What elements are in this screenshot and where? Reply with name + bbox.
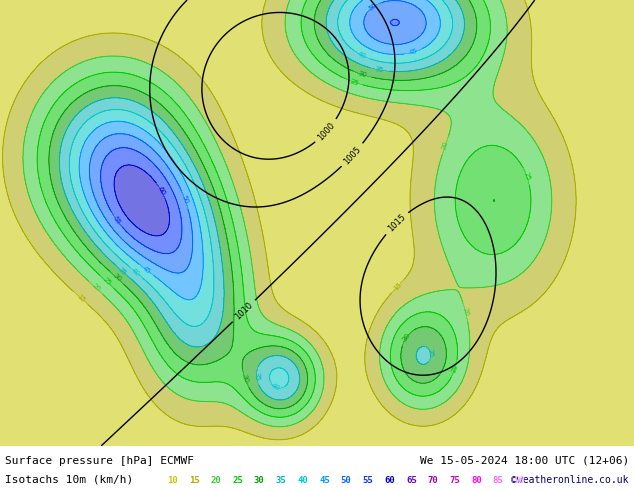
Text: ©weatheronline.co.uk: ©weatheronline.co.uk [512,475,629,485]
Text: 40: 40 [356,50,367,60]
Text: Isotachs 10m (km/h): Isotachs 10m (km/h) [5,475,133,485]
Text: 30: 30 [241,373,249,384]
Text: 85: 85 [493,476,503,485]
Text: 20: 20 [441,140,450,150]
Text: 1005: 1005 [342,145,363,166]
Text: 1000: 1000 [316,121,337,142]
Text: 20: 20 [91,283,101,293]
Text: 50: 50 [341,476,351,485]
Text: 90: 90 [515,476,525,485]
Text: 35: 35 [375,66,384,74]
Text: 20: 20 [462,307,469,317]
Text: 55: 55 [363,476,373,485]
Text: 25: 25 [349,78,359,86]
Text: 25: 25 [101,277,112,287]
Text: 40: 40 [131,267,141,277]
Text: 15: 15 [189,476,200,485]
Text: 60: 60 [157,186,166,196]
Text: 50: 50 [181,195,190,205]
Text: 40: 40 [297,476,308,485]
Text: 1015: 1015 [386,212,407,234]
Text: 15: 15 [392,281,403,292]
Text: 30: 30 [402,332,412,343]
Text: 15: 15 [75,293,86,303]
Text: 45: 45 [141,265,152,275]
Text: 25: 25 [232,476,243,485]
Text: We 15-05-2024 18:00 UTC (12+06): We 15-05-2024 18:00 UTC (12+06) [420,456,629,466]
Text: 30: 30 [254,476,264,485]
Text: 10: 10 [167,476,178,485]
Text: 35: 35 [254,371,260,381]
Text: 75: 75 [450,476,460,485]
Text: Surface pressure [hPa] ECMWF: Surface pressure [hPa] ECMWF [5,456,194,466]
Text: 65: 65 [406,476,417,485]
Text: 50: 50 [368,1,378,12]
Text: 60: 60 [384,476,395,485]
Text: 80: 80 [471,476,482,485]
Text: 30: 30 [112,272,122,283]
Text: 20: 20 [210,476,221,485]
Text: 35: 35 [276,476,287,485]
Text: 25: 25 [522,171,531,181]
Text: 35: 35 [117,266,128,276]
Text: 55: 55 [112,215,122,225]
Text: 1010: 1010 [233,300,254,321]
Text: 70: 70 [428,476,438,485]
Text: 45: 45 [408,48,418,56]
Text: 40: 40 [270,383,281,392]
Text: 30: 30 [358,71,368,79]
Text: 35: 35 [427,348,434,358]
Text: 25: 25 [451,363,459,373]
Text: 45: 45 [319,476,330,485]
